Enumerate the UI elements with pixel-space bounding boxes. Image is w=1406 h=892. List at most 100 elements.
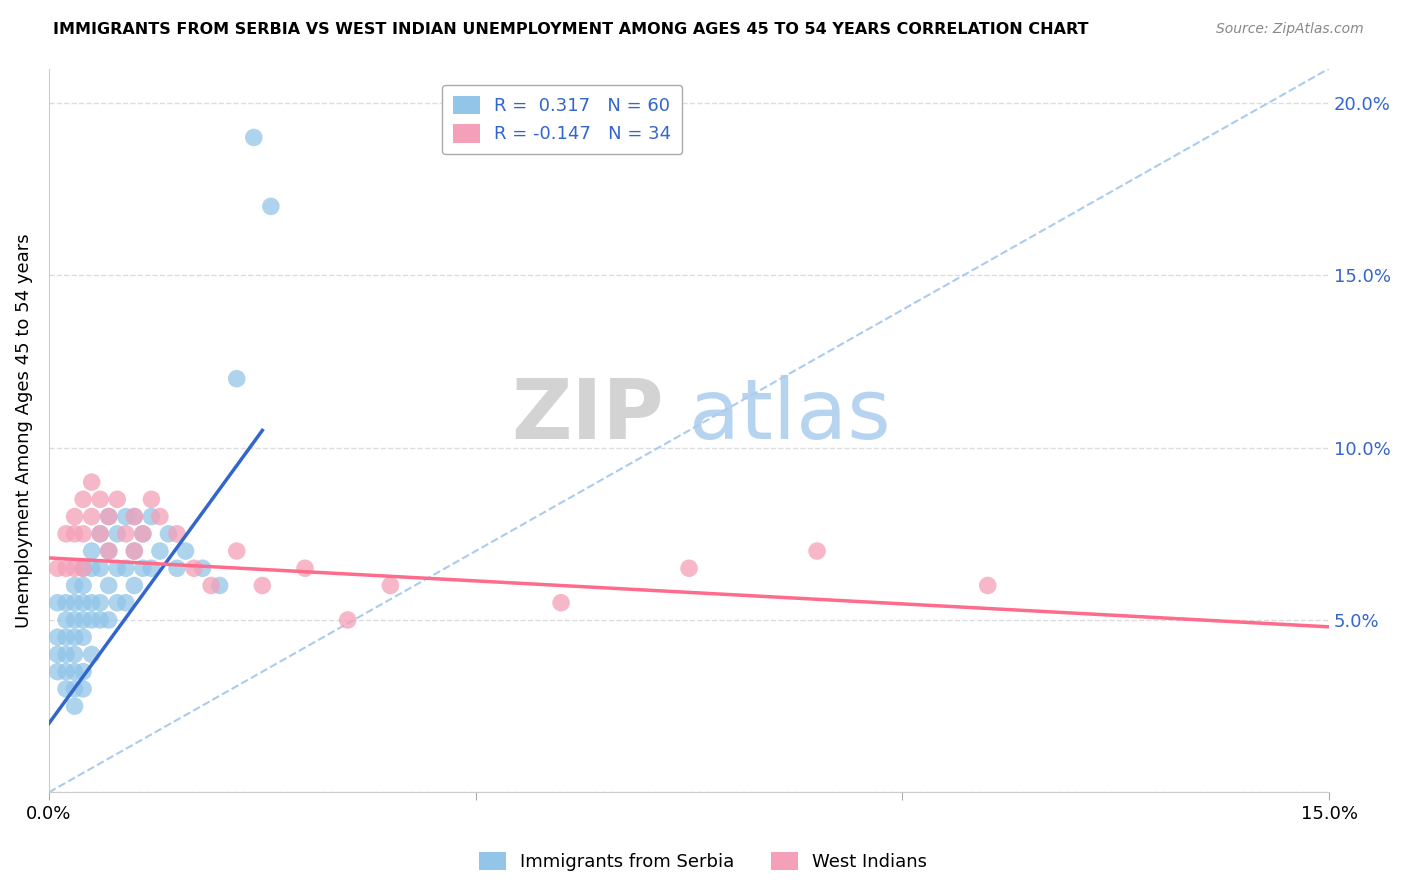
Point	[55, 630, 77, 644]
Point	[141, 509, 163, 524]
Point	[124, 578, 146, 592]
Point	[105, 561, 128, 575]
Point	[97, 544, 120, 558]
Point	[72, 561, 94, 575]
Point	[97, 613, 120, 627]
Point	[294, 561, 316, 575]
Point	[63, 699, 86, 714]
Point	[200, 578, 222, 592]
Point	[336, 613, 359, 627]
Point	[80, 648, 103, 662]
Point	[55, 665, 77, 679]
Point	[149, 544, 172, 558]
Point	[55, 561, 77, 575]
Point	[89, 561, 111, 575]
Point	[97, 544, 120, 558]
Point	[550, 596, 572, 610]
Point	[63, 665, 86, 679]
Point	[678, 561, 700, 575]
Point	[114, 596, 136, 610]
Point	[55, 596, 77, 610]
Point	[806, 544, 828, 558]
Point	[72, 681, 94, 696]
Point	[97, 509, 120, 524]
Point	[72, 561, 94, 575]
Point	[260, 199, 283, 213]
Point	[977, 578, 1000, 592]
Point	[225, 544, 247, 558]
Point	[55, 613, 77, 627]
Point	[105, 492, 128, 507]
Text: IMMIGRANTS FROM SERBIA VS WEST INDIAN UNEMPLOYMENT AMONG AGES 45 TO 54 YEARS COR: IMMIGRANTS FROM SERBIA VS WEST INDIAN UN…	[53, 22, 1088, 37]
Point	[124, 509, 146, 524]
Point	[132, 526, 155, 541]
Point	[63, 526, 86, 541]
Point	[72, 630, 94, 644]
Legend: R =  0.317   N = 60, R = -0.147   N = 34: R = 0.317 N = 60, R = -0.147 N = 34	[441, 85, 682, 154]
Point	[46, 648, 69, 662]
Point	[149, 509, 172, 524]
Point	[63, 578, 86, 592]
Point	[55, 648, 77, 662]
Point	[114, 509, 136, 524]
Point	[55, 526, 77, 541]
Point	[63, 681, 86, 696]
Point	[141, 561, 163, 575]
Point	[208, 578, 231, 592]
Point	[72, 578, 94, 592]
Point	[72, 492, 94, 507]
Point	[114, 526, 136, 541]
Point	[157, 526, 180, 541]
Point	[380, 578, 402, 592]
Point	[46, 596, 69, 610]
Point	[166, 526, 188, 541]
Point	[72, 613, 94, 627]
Point	[46, 630, 69, 644]
Legend: Immigrants from Serbia, West Indians: Immigrants from Serbia, West Indians	[471, 845, 935, 879]
Point	[105, 526, 128, 541]
Point	[97, 509, 120, 524]
Point	[63, 630, 86, 644]
Point	[46, 665, 69, 679]
Point	[80, 596, 103, 610]
Point	[89, 492, 111, 507]
Point	[63, 648, 86, 662]
Text: ZIP: ZIP	[510, 376, 664, 457]
Point	[183, 561, 205, 575]
Point	[55, 681, 77, 696]
Point	[80, 561, 103, 575]
Point	[252, 578, 274, 592]
Text: Source: ZipAtlas.com: Source: ZipAtlas.com	[1216, 22, 1364, 37]
Point	[80, 544, 103, 558]
Point	[114, 561, 136, 575]
Y-axis label: Unemployment Among Ages 45 to 54 years: Unemployment Among Ages 45 to 54 years	[15, 233, 32, 628]
Point	[174, 544, 197, 558]
Point	[80, 613, 103, 627]
Point	[132, 526, 155, 541]
Point	[72, 526, 94, 541]
Point	[124, 544, 146, 558]
Point	[80, 509, 103, 524]
Point	[124, 509, 146, 524]
Point	[63, 596, 86, 610]
Point	[63, 613, 86, 627]
Point	[166, 561, 188, 575]
Point	[97, 578, 120, 592]
Point	[132, 561, 155, 575]
Point	[89, 613, 111, 627]
Point	[46, 561, 69, 575]
Point	[89, 526, 111, 541]
Point	[63, 509, 86, 524]
Point	[243, 130, 266, 145]
Point	[191, 561, 214, 575]
Point	[225, 372, 247, 386]
Text: atlas: atlas	[689, 376, 891, 457]
Point	[63, 561, 86, 575]
Point	[89, 526, 111, 541]
Point	[72, 665, 94, 679]
Point	[72, 596, 94, 610]
Point	[141, 492, 163, 507]
Point	[89, 596, 111, 610]
Point	[80, 475, 103, 489]
Point	[124, 544, 146, 558]
